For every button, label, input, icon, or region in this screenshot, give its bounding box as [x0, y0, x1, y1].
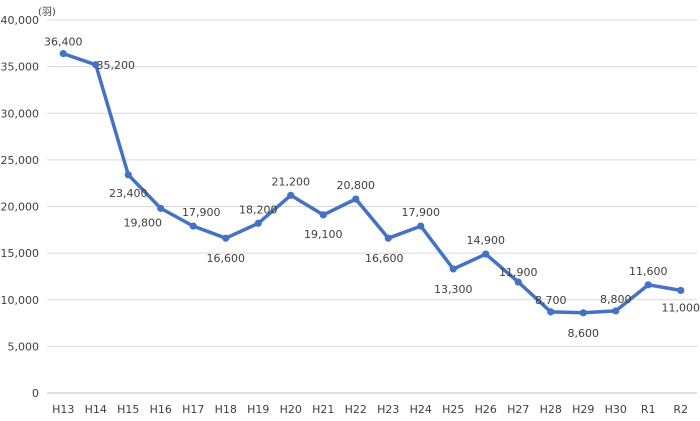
- x-tick-label: H14: [85, 403, 107, 416]
- data-point: [514, 278, 522, 286]
- data-point: [482, 250, 490, 258]
- y-unit-label: (羽): [38, 6, 56, 18]
- data-point: [254, 219, 262, 227]
- data-point: [417, 222, 425, 230]
- x-tick-label: H17: [182, 403, 204, 416]
- x-tick-label: H23: [377, 403, 399, 416]
- x-tick-label: H19: [247, 403, 269, 416]
- data-label: 17,900: [402, 206, 441, 219]
- data-label: 11,000: [662, 301, 700, 314]
- data-label: 20,800: [337, 179, 376, 192]
- y-tick-label: 5,000: [8, 340, 40, 353]
- data-label: 8,700: [535, 294, 567, 307]
- y-tick-label: 15,000: [1, 247, 40, 260]
- x-tick-label: H21: [312, 403, 334, 416]
- data-label: 23,400: [109, 187, 148, 200]
- data-label: 36,400: [44, 36, 83, 49]
- data-point: [449, 265, 457, 273]
- data-labels: 36,400 35,200 23,400 19,800 17,900 16,600 18,2…: [44, 36, 700, 340]
- data-label: 11,600: [629, 265, 668, 278]
- data-label: 16,600: [207, 252, 246, 265]
- series-line: [61, 51, 683, 315]
- data-point: [189, 222, 197, 230]
- y-tick-label: 0: [32, 387, 39, 400]
- data-point: [547, 308, 555, 316]
- data-point: [92, 61, 100, 69]
- x-tick-label: H20: [280, 403, 302, 416]
- x-tick-label: H27: [507, 403, 529, 416]
- data-label: 8,800: [600, 293, 632, 306]
- data-point: [644, 281, 652, 289]
- data-point: [319, 211, 327, 219]
- data-label: 13,300: [434, 283, 473, 296]
- data-label: 18,200: [239, 203, 278, 216]
- x-tick-label: H29: [572, 403, 594, 416]
- x-axis-ticks: H13 H14 H15 H16 H17 H18 H19 H20 H21 H22 H23 H24 H25 H…: [52, 403, 688, 416]
- y-tick-label: 40,000: [1, 14, 40, 27]
- x-tick-label: H18: [215, 403, 237, 416]
- y-tick-label: 25,000: [1, 154, 40, 167]
- data-label: 19,100: [304, 228, 343, 241]
- data-label: 19,800: [124, 216, 163, 229]
- data-label: 11,900: [499, 266, 538, 279]
- x-tick-label: H26: [475, 403, 497, 416]
- data-point: [59, 49, 67, 58]
- data-label: 17,900: [182, 206, 221, 219]
- data-point: [677, 286, 685, 295]
- data-label: 21,200: [272, 175, 311, 188]
- x-tick-label: H15: [117, 403, 139, 416]
- data-point: [222, 234, 230, 242]
- data-label: 8,600: [568, 327, 600, 340]
- data-label: 14,900: [467, 234, 506, 247]
- x-tick-label: H25: [442, 403, 464, 416]
- data-point: [352, 195, 360, 203]
- y-axis-ticks: 0 5,000 10,000 15,000 20,000 25,000 30,000 35,0…: [1, 14, 40, 400]
- data-label: 35,200: [97, 59, 136, 72]
- gridlines: [47, 19, 697, 347]
- data-point: [384, 234, 392, 242]
- x-tick-label: R2: [673, 403, 688, 416]
- x-tick-label: H28: [540, 403, 562, 416]
- x-tick-label: R1: [641, 403, 656, 416]
- x-tick-label: H16: [150, 403, 172, 416]
- y-tick-label: 10,000: [1, 294, 40, 307]
- data-point: [612, 307, 620, 315]
- x-tick-label: H13: [52, 403, 74, 416]
- x-tick-label: H30: [605, 403, 627, 416]
- data-point: [287, 191, 295, 199]
- data-points: [59, 49, 685, 317]
- y-tick-label: 35,000: [1, 61, 40, 74]
- y-tick-label: 20,000: [1, 201, 40, 214]
- data-point: [124, 171, 132, 179]
- y-tick-label: 30,000: [1, 107, 40, 120]
- x-tick-label: H24: [410, 403, 432, 416]
- data-point: [157, 204, 165, 212]
- x-tick-label: H22: [345, 403, 367, 416]
- data-point: [579, 309, 587, 317]
- data-label: 16,600: [365, 252, 404, 265]
